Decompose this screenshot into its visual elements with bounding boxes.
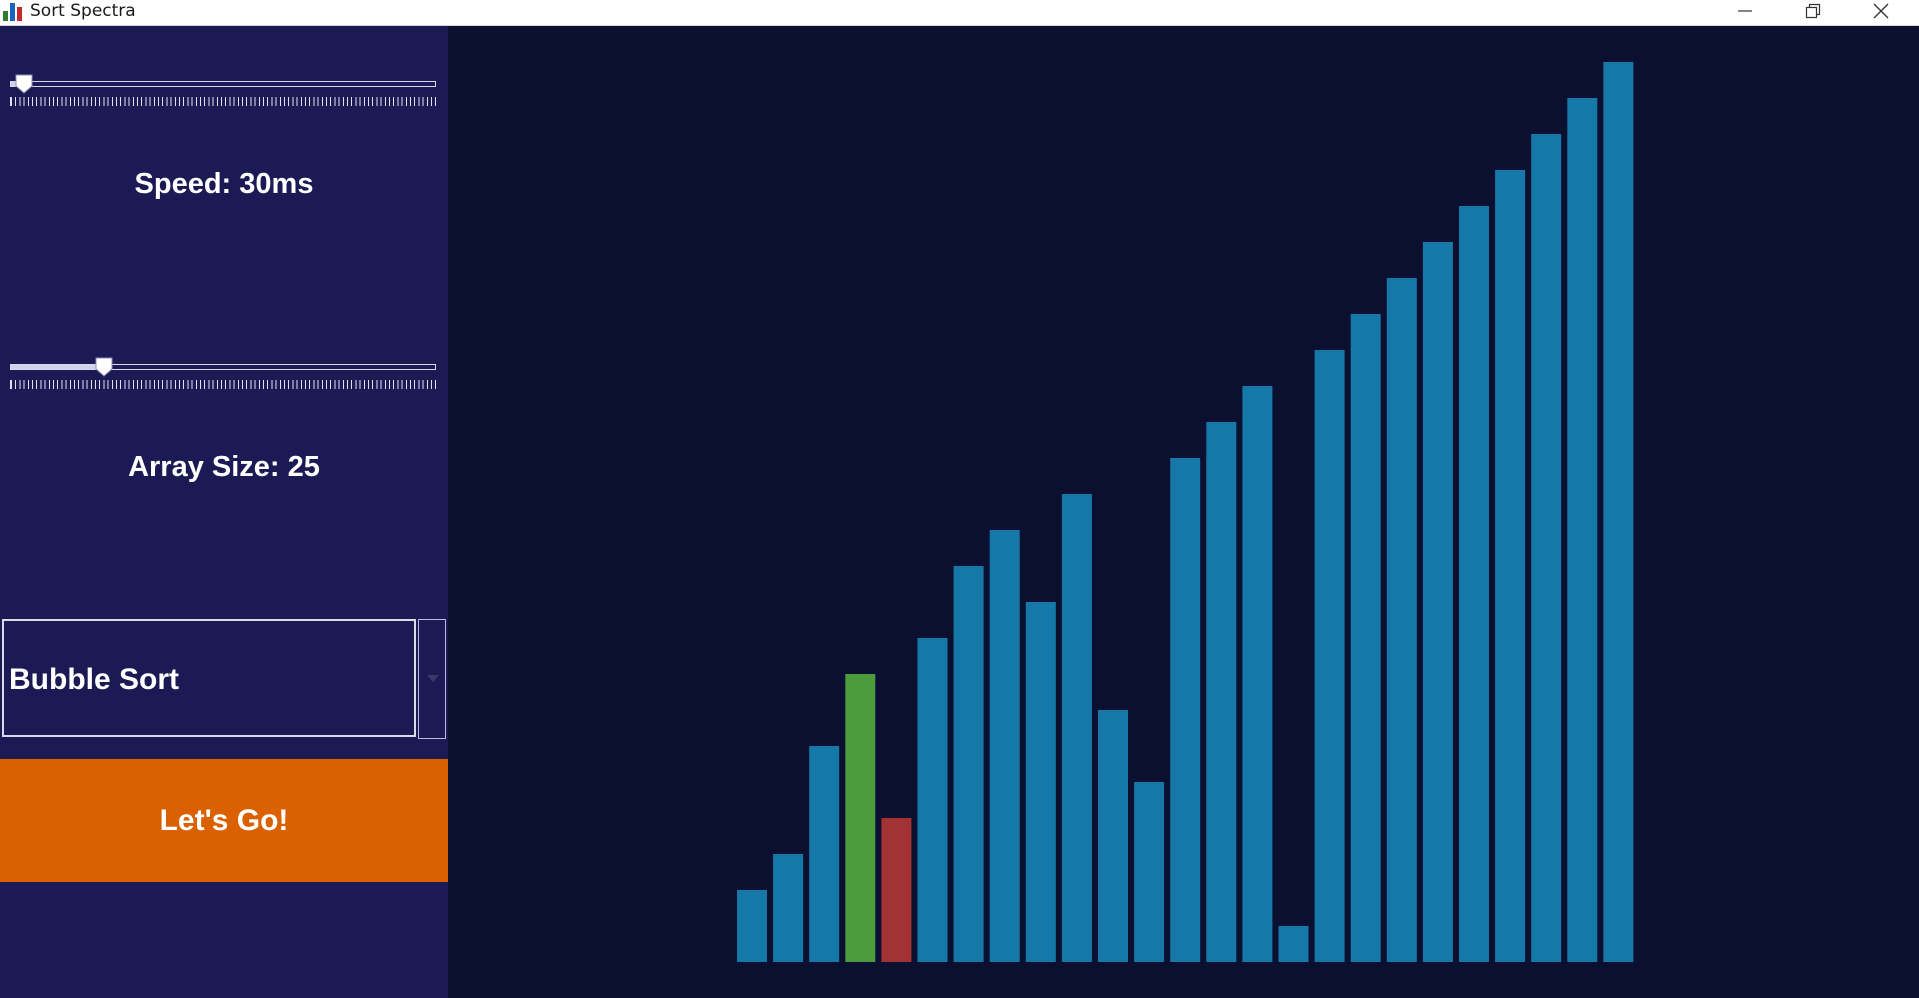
bar-23	[1531, 134, 1562, 962]
bar-20	[1422, 242, 1453, 962]
slider-ticks	[10, 380, 437, 389]
slider-track	[10, 364, 436, 370]
bar-22	[1495, 170, 1526, 962]
bar-17	[1314, 350, 1345, 962]
bar-25	[1603, 62, 1634, 962]
bars-chart	[737, 62, 1634, 962]
bar-9	[1025, 602, 1056, 962]
array-size-slider[interactable]	[10, 354, 437, 394]
bar-5	[881, 818, 912, 962]
algorithm-select-box[interactable]: Bubble Sort	[2, 619, 416, 737]
slider-fill	[11, 365, 105, 369]
window-title: Sort Spectra	[30, 1, 136, 21]
algorithm-select[interactable]: Bubble Sort	[2, 619, 446, 739]
bar-13	[1170, 458, 1201, 962]
bar-3	[809, 746, 840, 962]
slider-track	[10, 81, 436, 87]
app-bar-chart-icon	[3, 3, 25, 21]
minimize-icon	[1738, 10, 1752, 12]
bar-21	[1459, 206, 1489, 962]
bar-19	[1386, 278, 1417, 962]
speed-slider[interactable]	[10, 71, 437, 111]
bar-15	[1242, 386, 1273, 962]
bar-24	[1567, 98, 1598, 962]
bar-4	[845, 674, 876, 962]
chevron-down-icon	[427, 675, 439, 682]
speed-label: Speed: 30ms	[134, 168, 314, 200]
bar-10	[1061, 494, 1092, 962]
start-sort-button[interactable]: Let's Go!	[0, 759, 448, 882]
array-size-label: Array Size: 25	[128, 451, 320, 483]
bar-11	[1098, 710, 1128, 962]
close-icon	[1873, 3, 1889, 19]
bar-12	[1134, 782, 1165, 962]
bar-16	[1278, 926, 1309, 962]
slider-ticks	[10, 97, 437, 106]
restore-button[interactable]	[1779, 0, 1847, 22]
bar-18	[1350, 314, 1381, 962]
bar-14	[1206, 422, 1237, 962]
close-button[interactable]	[1847, 0, 1915, 22]
slider-thumb[interactable]	[95, 357, 113, 377]
algorithm-select-value: Bubble Sort	[9, 663, 179, 696]
bar-2	[773, 854, 804, 962]
bar-1	[737, 890, 767, 962]
bar-7	[953, 566, 984, 962]
bar-6	[917, 638, 948, 962]
bar-visualization	[448, 26, 1919, 998]
slider-thumb[interactable]	[15, 74, 33, 94]
title-bar: Sort Spectra	[0, 0, 1919, 26]
bar-8	[989, 530, 1020, 962]
control-panel: Speed: 30ms Array Size: 25 Bubble Sort L…	[0, 26, 448, 998]
restore-icon	[1805, 3, 1821, 19]
minimize-button[interactable]	[1711, 0, 1779, 22]
dropdown-button[interactable]	[418, 619, 446, 739]
